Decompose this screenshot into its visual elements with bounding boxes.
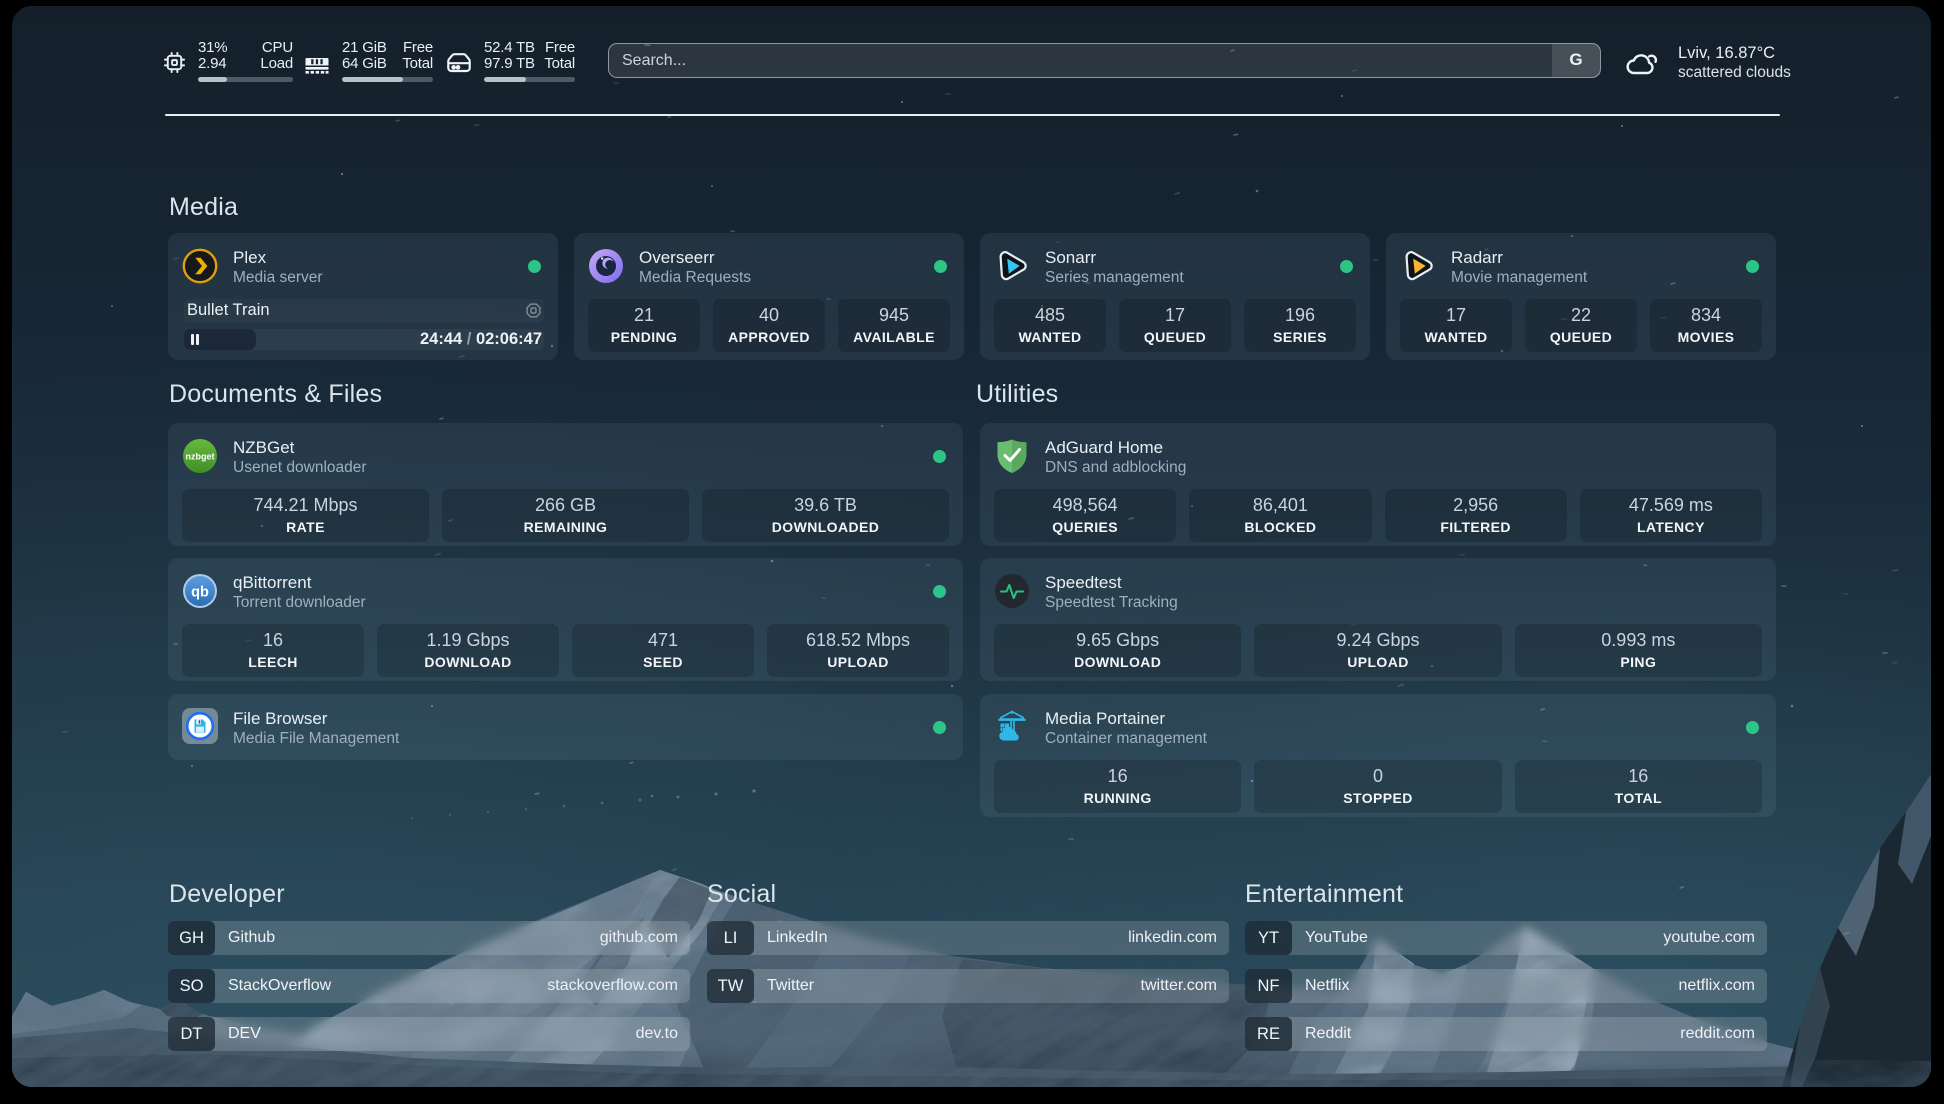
svg-text:nzbget: nzbget bbox=[186, 452, 215, 462]
svg-text:qb: qb bbox=[191, 585, 209, 601]
